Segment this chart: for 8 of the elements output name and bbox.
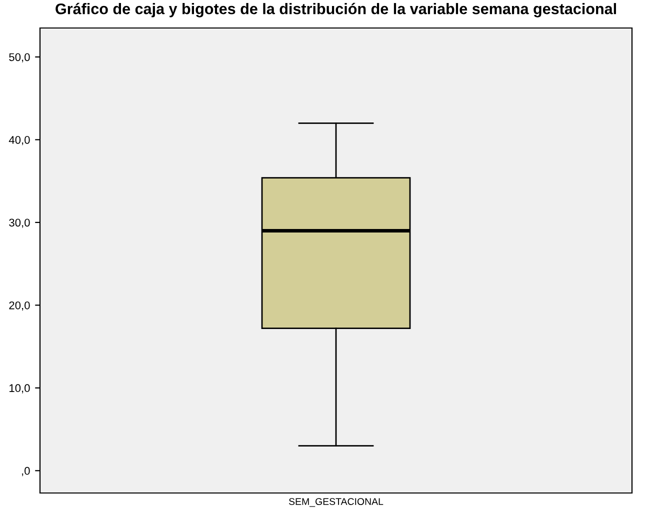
y-tick-label: 30,0 <box>9 218 30 228</box>
x-tick-label: SEM_GESTACIONAL <box>288 498 384 507</box>
y-tick-label: 10,0 <box>10 384 30 394</box>
chart-title: Gráfico de caja y bigotes de la distribución de la variable semana gestacional <box>56 2 616 18</box>
y-tick-label: 40,0 <box>8 136 30 146</box>
y-tick-label: 20,0 <box>9 301 30 311</box>
y-tick-label: ,0 <box>22 466 30 476</box>
y-tick-label: 50,0 <box>9 53 30 62</box>
